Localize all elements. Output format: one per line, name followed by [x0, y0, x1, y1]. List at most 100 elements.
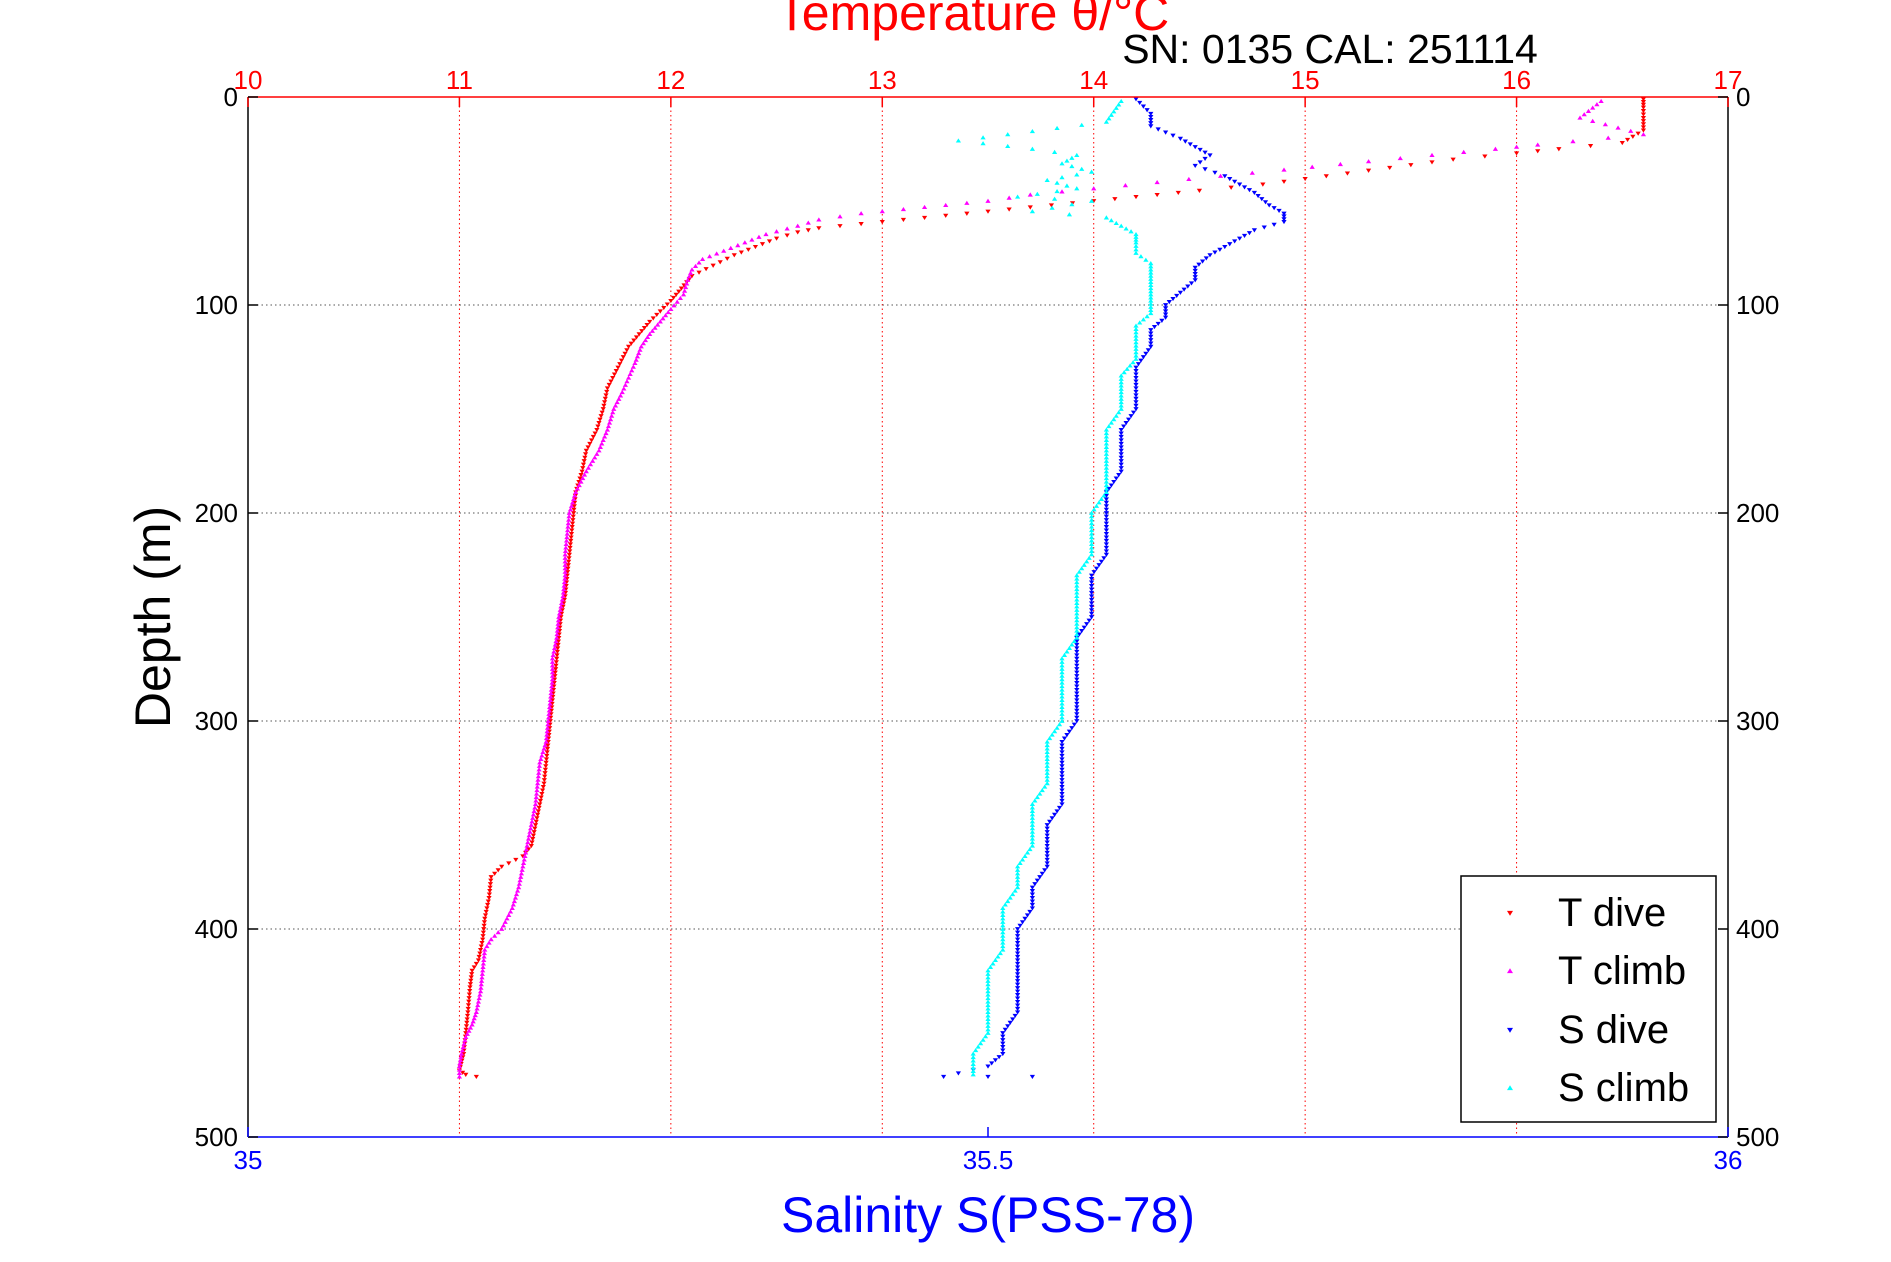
data-point-s-dive [1222, 174, 1228, 179]
data-point-t-climb [900, 206, 907, 212]
data-point-s-climb [1052, 196, 1058, 201]
data-point-t-climb [500, 923, 507, 928]
data-point-t-climb [609, 413, 615, 418]
data-point-s-climb [1071, 638, 1077, 644]
data-point-s-climb [1096, 500, 1102, 505]
data-point-t-climb [567, 507, 574, 512]
data-point-t-dive [539, 791, 545, 797]
depth-tick-label-right: 0 [1736, 82, 1750, 112]
data-point-t-climb [1605, 135, 1611, 140]
data-point-s-dive [1192, 163, 1198, 168]
data-point-t-climb [560, 593, 566, 599]
data-point-s-climb [985, 1009, 991, 1015]
data-point-s-climb [1029, 843, 1035, 848]
legend-label-t-climb: T climb [1558, 949, 1686, 993]
data-point-s-climb [980, 141, 986, 146]
legend-marker-t-climb [1507, 968, 1513, 974]
salinity-tick-label: 35 [234, 1145, 263, 1175]
data-point-t-dive [532, 823, 539, 828]
data-point-t-dive [543, 760, 549, 765]
data-point-s-dive [1133, 407, 1139, 412]
data-point-t-climb [535, 781, 541, 786]
data-point-t-dive [676, 289, 682, 294]
data-point-s-climb [1054, 180, 1060, 185]
data-point-s-climb [1074, 635, 1080, 640]
data-point-s-climb [1148, 261, 1154, 266]
data-point-s-dive [1148, 328, 1154, 333]
data-point-t-dive [466, 992, 472, 997]
data-point-s-dive [1181, 287, 1187, 292]
data-point-t-dive [590, 434, 596, 440]
data-point-s-climb [1059, 694, 1065, 699]
data-point-s-dive [1103, 493, 1109, 499]
data-point-s-dive [1015, 965, 1021, 970]
data-point-t-dive [466, 999, 472, 1004]
data-point-t-dive [650, 316, 656, 321]
data-point-s-climb [1079, 122, 1085, 127]
data-point-s-dive [1064, 733, 1070, 738]
data-point-s-climb [1133, 356, 1139, 361]
data-point-s-climb [985, 1027, 991, 1032]
data-point-t-dive [554, 653, 560, 658]
data-point-s-dive [1103, 500, 1109, 505]
data-point-s-dive [1029, 892, 1035, 897]
data-point-s-dive [1222, 244, 1228, 250]
data-point-s-climb [1029, 808, 1035, 813]
depth-tick-label-left: 300 [195, 706, 238, 736]
data-point-s-climb [1044, 774, 1050, 779]
data-point-t-climb [459, 1048, 465, 1053]
data-point-s-climb [1127, 363, 1133, 368]
data-point-t-climb [544, 725, 551, 730]
data-point-s-climb [1113, 105, 1119, 110]
data-point-s-climb [1089, 521, 1095, 526]
data-point-s-climb [1044, 177, 1050, 183]
data-point-t-climb [858, 211, 864, 216]
data-point-s-climb [978, 1041, 984, 1046]
data-point-s-climb [1029, 812, 1035, 817]
data-point-s-climb [1054, 725, 1060, 730]
data-point-t-climb [879, 209, 885, 214]
data-point-s-climb [1133, 247, 1139, 252]
data-point-s-climb [1133, 343, 1139, 348]
data-point-s-climb [1103, 475, 1109, 481]
data-point-s-dive [1143, 351, 1149, 356]
data-point-t-dive [795, 230, 801, 235]
data-point-t-climb [649, 328, 655, 333]
data-point-s-dive [1029, 899, 1035, 904]
data-point-s-dive [1281, 211, 1287, 216]
data-point-s-dive [1118, 431, 1124, 436]
data-point-s-climb [1133, 250, 1139, 255]
data-point-s-climb [1000, 937, 1006, 942]
data-point-t-climb [529, 819, 535, 824]
data-point-s-dive [1044, 864, 1050, 869]
data-point-t-dive [465, 1010, 471, 1015]
data-point-t-climb [569, 500, 576, 505]
data-point-t-climb [684, 281, 690, 286]
data-point-t-dive [964, 211, 970, 216]
data-point-t-climb [602, 434, 608, 439]
data-point-s-climb [1059, 673, 1065, 678]
data-point-t-dive [1408, 163, 1414, 168]
data-point-t-climb [536, 770, 542, 775]
data-point-t-dive [541, 778, 547, 783]
data-point-t-climb [499, 926, 505, 931]
data-point-s-climb [1024, 850, 1031, 855]
data-point-s-dive [1255, 193, 1261, 199]
data-point-s-climb [1029, 829, 1035, 834]
data-point-s-dive [1103, 549, 1109, 554]
data-point-s-dive [1133, 375, 1139, 381]
series-s-climb [955, 98, 1154, 1077]
data-point-s-climb [997, 950, 1003, 956]
data-point-s-dive [1251, 228, 1257, 233]
data-point-s-climb [985, 971, 991, 976]
data-point-s-dive [1074, 684, 1080, 689]
data-point-s-climb [1019, 857, 1026, 862]
data-point-s-climb [1121, 370, 1127, 375]
data-point-t-climb [476, 995, 482, 1001]
data-point-t-climb [1535, 142, 1541, 147]
data-point-t-dive [1281, 179, 1287, 184]
data-point-s-dive [1103, 521, 1109, 526]
data-point-s-climb [985, 968, 991, 973]
data-point-t-dive [1429, 160, 1435, 165]
data-point-s-dive [1074, 646, 1080, 651]
